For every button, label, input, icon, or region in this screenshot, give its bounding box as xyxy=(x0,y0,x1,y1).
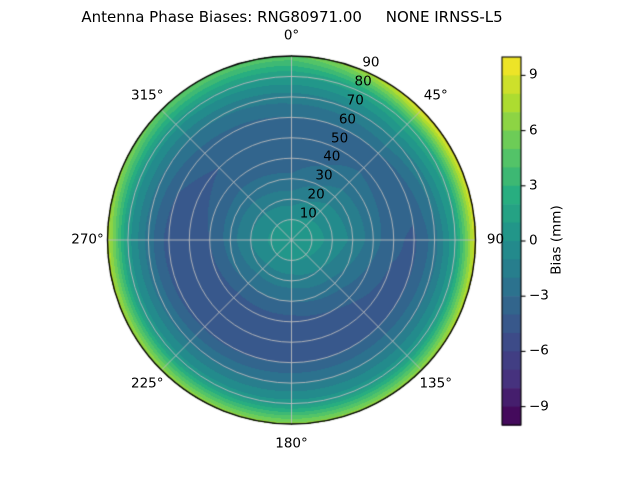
angle-tick-label: 225° xyxy=(130,375,164,392)
angle-tick-label: 90 xyxy=(486,231,505,248)
colorbar-tick-label: 9 xyxy=(529,66,538,83)
angle-tick-label: 45° xyxy=(423,87,448,103)
angle-tick-label: 180° xyxy=(275,435,308,452)
angle-tick-label: 270° xyxy=(71,231,104,248)
angle-tick-label: 315° xyxy=(130,87,164,103)
colorbar-axis-label: Bias (mm) xyxy=(548,205,565,275)
angle-tick-label: 135° xyxy=(419,375,452,392)
colorbar-tick-label: 3 xyxy=(529,177,538,194)
chart-title: Antenna Phase Biases: RNG80971.00 NONE I… xyxy=(81,8,503,26)
radial-tick-label: 30 xyxy=(315,167,333,184)
colorbar-tick-label: 0 xyxy=(529,232,538,249)
colorbar-tick-label: −9 xyxy=(529,397,549,414)
colorbar-tick-label: −3 xyxy=(529,287,549,304)
radial-tick-label: 50 xyxy=(331,129,349,146)
radial-tick-label: 60 xyxy=(338,110,357,127)
radial-tick-label: 10 xyxy=(299,205,317,222)
colorbar-tick-label: −6 xyxy=(529,342,549,359)
radial-tick-label: 70 xyxy=(346,92,364,109)
colorbar-tick-label: 6 xyxy=(529,121,538,138)
radial-tick-label: 20 xyxy=(307,186,325,203)
radial-tick-label: 90 xyxy=(362,54,380,71)
radial-tick-label: 40 xyxy=(323,148,341,165)
radial-tick-label: 80 xyxy=(354,73,372,90)
angle-tick-label: 0° xyxy=(283,27,300,44)
